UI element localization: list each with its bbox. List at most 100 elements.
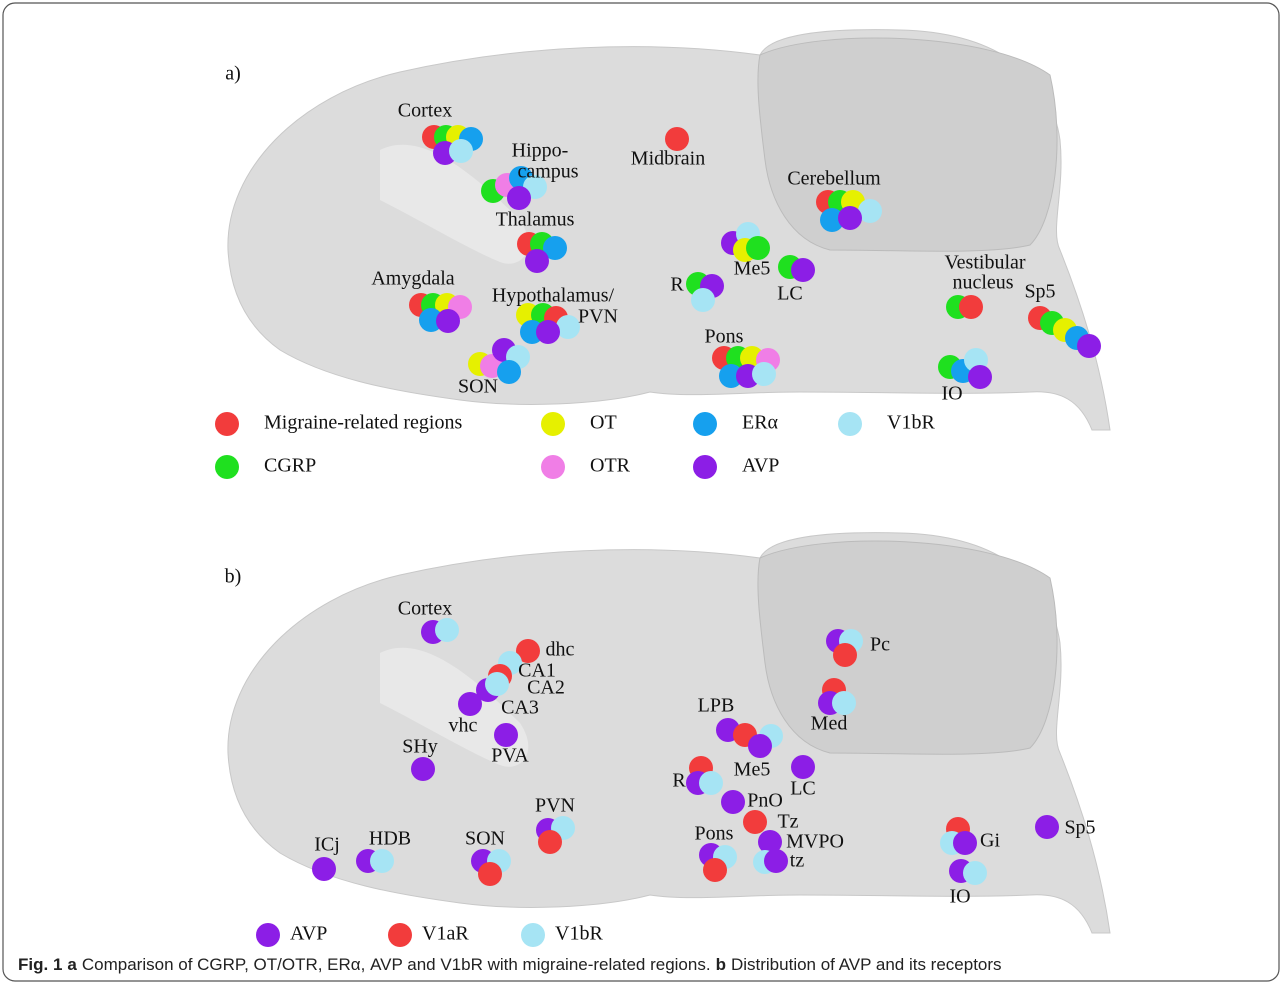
region-label: HDB — [369, 828, 411, 850]
marker-dot — [497, 360, 521, 384]
marker-dot — [691, 288, 715, 312]
marker-dot — [968, 365, 992, 389]
legend-label: OT — [590, 412, 617, 434]
region-label: Gi — [980, 830, 1000, 852]
region-label: Me5 — [734, 759, 771, 781]
legend-label: AVP — [290, 923, 327, 945]
region-label: LC — [790, 778, 816, 800]
region-label: Hypothalamus/ — [492, 285, 615, 307]
marker-dot — [449, 139, 473, 163]
marker-dot — [959, 295, 983, 319]
region-label: LC — [777, 283, 803, 305]
region-label: Tz — [777, 811, 798, 833]
region-label: Cortex — [398, 100, 452, 122]
marker-dot — [435, 618, 459, 642]
region-label: Pons — [705, 326, 744, 348]
marker-dot — [538, 830, 562, 854]
marker-dot — [478, 862, 502, 886]
marker-dot — [312, 857, 336, 881]
marker-dot — [752, 362, 776, 386]
marker-dot — [743, 810, 767, 834]
region-label: PVN — [535, 795, 575, 817]
legend-label: V1bR — [887, 412, 935, 434]
marker-dot — [525, 249, 549, 273]
region-label: vhc — [449, 715, 478, 737]
region-label: nucleus — [952, 272, 1013, 294]
marker-dot — [1035, 815, 1059, 839]
region-label: IO — [941, 383, 962, 405]
legend-swatch — [693, 455, 717, 479]
legend-label: V1aR — [422, 923, 469, 945]
region-label: dhc — [546, 639, 575, 661]
marker-dot — [953, 831, 977, 855]
marker-dot — [703, 858, 727, 882]
region-label: SHy — [402, 736, 438, 758]
marker-dot — [721, 790, 745, 814]
marker-dot — [832, 691, 856, 715]
caption-part: Distribution of AVP and its receptors — [731, 955, 1002, 974]
marker-dot — [411, 757, 435, 781]
legend-swatch — [215, 455, 239, 479]
marker-dot — [838, 206, 862, 230]
region-label: Vestibular — [944, 252, 1025, 274]
legend-swatch — [256, 923, 280, 947]
marker-dot — [699, 771, 723, 795]
legend-swatch — [541, 412, 565, 436]
marker-dot — [458, 692, 482, 716]
marker-dot — [791, 755, 815, 779]
marker-dot — [485, 672, 509, 696]
region-label: Amygdala — [371, 268, 454, 290]
region-label: ICj — [314, 834, 340, 856]
region-label: R — [672, 770, 686, 792]
region-label: Thalamus — [496, 209, 575, 231]
region-label: tz — [790, 850, 805, 872]
region-label: Hippo- — [512, 140, 569, 162]
caption: Fig. 1 a Comparison of CGRP, OT/OTR, ERα, … — [18, 955, 1002, 974]
marker-dot — [370, 849, 394, 873]
region-label: Cerebellum — [787, 168, 881, 190]
region-label: Cortex — [398, 598, 452, 620]
legend-label: AVP — [742, 455, 779, 477]
region-label: LPB — [698, 695, 735, 717]
caption-part: b — [716, 955, 726, 974]
region-label: PVN — [578, 306, 618, 328]
marker-dot — [963, 861, 987, 885]
legend-swatch — [693, 412, 717, 436]
legend-label: V1bR — [555, 923, 603, 945]
region-label: Pc — [870, 634, 890, 656]
caption-part: a — [67, 955, 77, 974]
region-label: PVA — [491, 745, 529, 767]
panel-label: b) — [225, 566, 242, 588]
marker-dot — [536, 320, 560, 344]
figure: a) Cortex Hippo-campus Midbrain Thalamus Cere… — [0, 0, 1282, 984]
marker-dot — [436, 309, 460, 333]
legend-label: CGRP — [264, 455, 316, 477]
region-label: campus — [517, 161, 578, 183]
legend-label: ERα — [742, 412, 779, 434]
region-label: PnO — [747, 790, 783, 812]
region-label: Midbrain — [631, 148, 705, 170]
marker-dot — [507, 186, 531, 210]
marker-dot — [791, 258, 815, 282]
legend-label: Migraine-related regions — [264, 412, 462, 434]
marker-dot — [556, 315, 580, 339]
marker-dot — [748, 734, 772, 758]
legend-swatch — [838, 412, 862, 436]
region-label: Pons — [695, 823, 734, 845]
region-label: Me5 — [734, 258, 771, 280]
caption-part: Comparison of CGRP, OT/OTR, ERα, AVP and… — [82, 955, 711, 974]
legend-swatch — [215, 412, 239, 436]
region-label: R — [670, 274, 684, 296]
panel-label: a) — [225, 63, 241, 85]
region-label: CA2 — [527, 677, 565, 699]
caption-part: Fig. 1 — [18, 955, 62, 974]
region-label: Sp5 — [1064, 817, 1095, 839]
marker-dot — [833, 643, 857, 667]
region-label: CA3 — [501, 697, 539, 719]
marker-dot — [764, 849, 788, 873]
region-label: SON — [458, 376, 498, 398]
legend-swatch — [388, 923, 412, 947]
marker-dot — [746, 236, 770, 260]
region-label: Med — [811, 713, 848, 735]
region-label: SON — [465, 828, 505, 850]
